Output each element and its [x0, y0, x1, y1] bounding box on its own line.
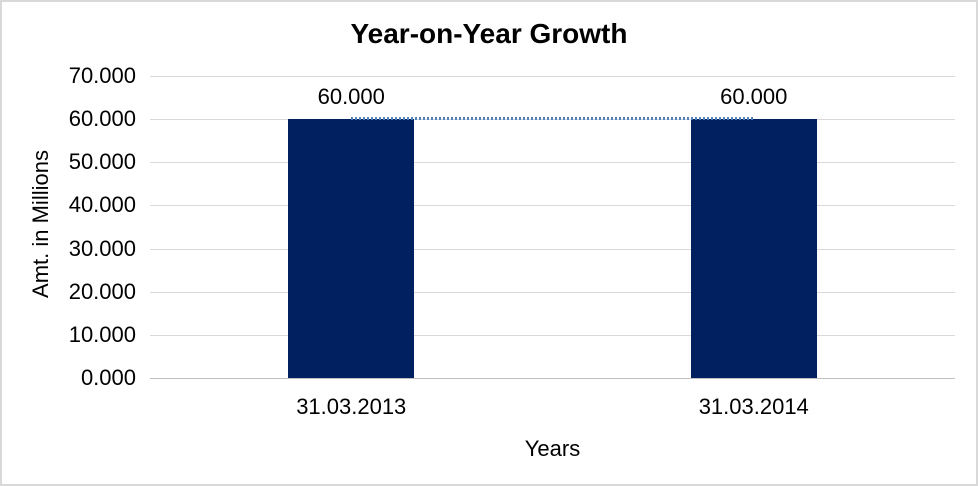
gridline [150, 291, 955, 293]
trend-line [351, 117, 754, 121]
y-axis-tick-label: 10.000 [68, 321, 136, 347]
x-axis-line [150, 378, 955, 379]
gridline [150, 162, 955, 164]
plot-area: Years 0.000 10.000 20.000 30.000 40.000 50.00… [69, 63, 955, 461]
x-axis-tick-label: 31.03.2013 [296, 394, 407, 419]
bar-value-label: 60.000 [720, 84, 788, 110]
y-axis-tick-label: 70.000 [68, 63, 136, 88]
x-axis-tick-label: 31.03.2014 [698, 394, 809, 419]
y-axis-tick-label: 40.000 [68, 192, 136, 218]
y-axis-tick-label: 50.000 [68, 149, 136, 175]
bar [690, 119, 817, 378]
y-axis-tick-label: 0.000 [80, 365, 136, 390]
gridline [150, 205, 955, 207]
y-axis-tick-label: 60.000 [68, 106, 136, 132]
chart-title: Year-on-Year Growth [350, 18, 628, 49]
gridline [150, 76, 955, 77]
x-axis-title: Years [524, 436, 581, 461]
gridline [150, 334, 955, 336]
gridline [150, 248, 955, 250]
bar [288, 119, 415, 378]
y-axis-tick-label: 20.000 [68, 278, 136, 304]
bar-value-label: 60.000 [317, 84, 385, 110]
y-axis-tick-label: 30.000 [68, 235, 136, 261]
